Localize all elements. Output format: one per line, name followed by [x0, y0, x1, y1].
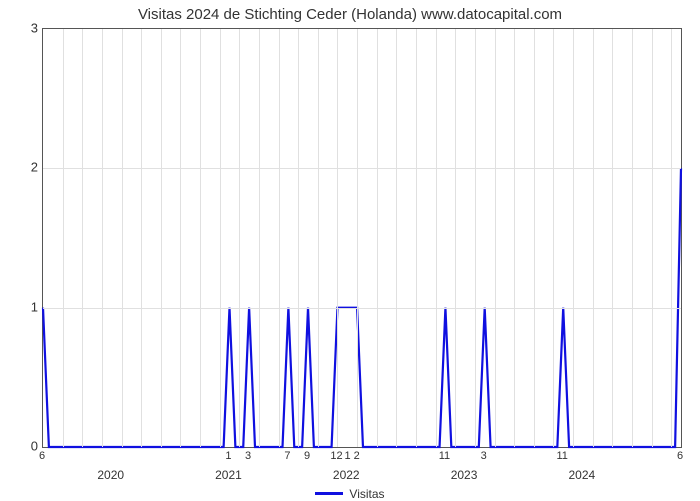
- x-year-label: 2023: [451, 468, 478, 482]
- grid-line-v: [377, 29, 378, 447]
- x-month-label: 11: [556, 450, 567, 462]
- plot-area: [42, 28, 682, 448]
- grid-line-v: [573, 29, 574, 447]
- grid-line-v: [141, 29, 142, 447]
- grid-line-v: [279, 29, 280, 447]
- grid-line-v: [63, 29, 64, 447]
- grid-line-v: [180, 29, 181, 447]
- grid-line-v: [593, 29, 594, 447]
- y-tick-label: 0: [8, 439, 38, 454]
- legend: Visitas: [0, 486, 700, 501]
- y-tick-label: 1: [8, 299, 38, 314]
- grid-line-v: [298, 29, 299, 447]
- grid-line-h: [43, 168, 681, 169]
- grid-line-v: [514, 29, 515, 447]
- grid-line-h: [43, 308, 681, 309]
- legend-label: Visitas: [349, 487, 384, 501]
- grid-line-v: [318, 29, 319, 447]
- grid-line-v: [632, 29, 633, 447]
- x-month-label: 12: [330, 450, 342, 462]
- x-month-label: 3: [481, 450, 487, 462]
- grid-line-v: [671, 29, 672, 447]
- data-line: [43, 29, 681, 447]
- grid-line-v: [612, 29, 613, 447]
- grid-line-v: [200, 29, 201, 447]
- grid-line-v: [652, 29, 653, 447]
- grid-line-v: [475, 29, 476, 447]
- x-month-label: 6: [677, 450, 683, 462]
- grid-line-v: [396, 29, 397, 447]
- grid-line-v: [82, 29, 83, 447]
- x-month-label: 3: [245, 450, 251, 462]
- grid-line-v: [416, 29, 417, 447]
- grid-line-v: [534, 29, 535, 447]
- grid-line-v: [357, 29, 358, 447]
- grid-line-v: [122, 29, 123, 447]
- grid-line-v: [102, 29, 103, 447]
- x-year-label: 2020: [97, 468, 124, 482]
- x-month-label: 1 2: [345, 450, 360, 462]
- x-month-label: 1: [225, 450, 231, 462]
- legend-swatch: [315, 492, 343, 495]
- grid-line-v: [495, 29, 496, 447]
- x-month-label: 9: [304, 450, 310, 462]
- x-month-label: 7: [284, 450, 290, 462]
- grid-line-v: [259, 29, 260, 447]
- x-year-label: 2021: [215, 468, 242, 482]
- chart-title: Visitas 2024 de Stichting Ceder (Holanda…: [0, 6, 700, 23]
- grid-line-v: [455, 29, 456, 447]
- grid-line-v: [337, 29, 338, 447]
- grid-line-v: [553, 29, 554, 447]
- x-month-label: 11: [439, 450, 450, 462]
- grid-line-v: [220, 29, 221, 447]
- x-year-label: 2024: [568, 468, 595, 482]
- x-year-label: 2022: [333, 468, 360, 482]
- x-month-label: 6: [39, 450, 45, 462]
- grid-line-v: [436, 29, 437, 447]
- chart-container: Visitas 2024 de Stichting Ceder (Holanda…: [0, 0, 700, 500]
- grid-line-v: [161, 29, 162, 447]
- y-tick-label: 3: [8, 21, 38, 36]
- y-tick-label: 2: [8, 160, 38, 175]
- grid-line-v: [239, 29, 240, 447]
